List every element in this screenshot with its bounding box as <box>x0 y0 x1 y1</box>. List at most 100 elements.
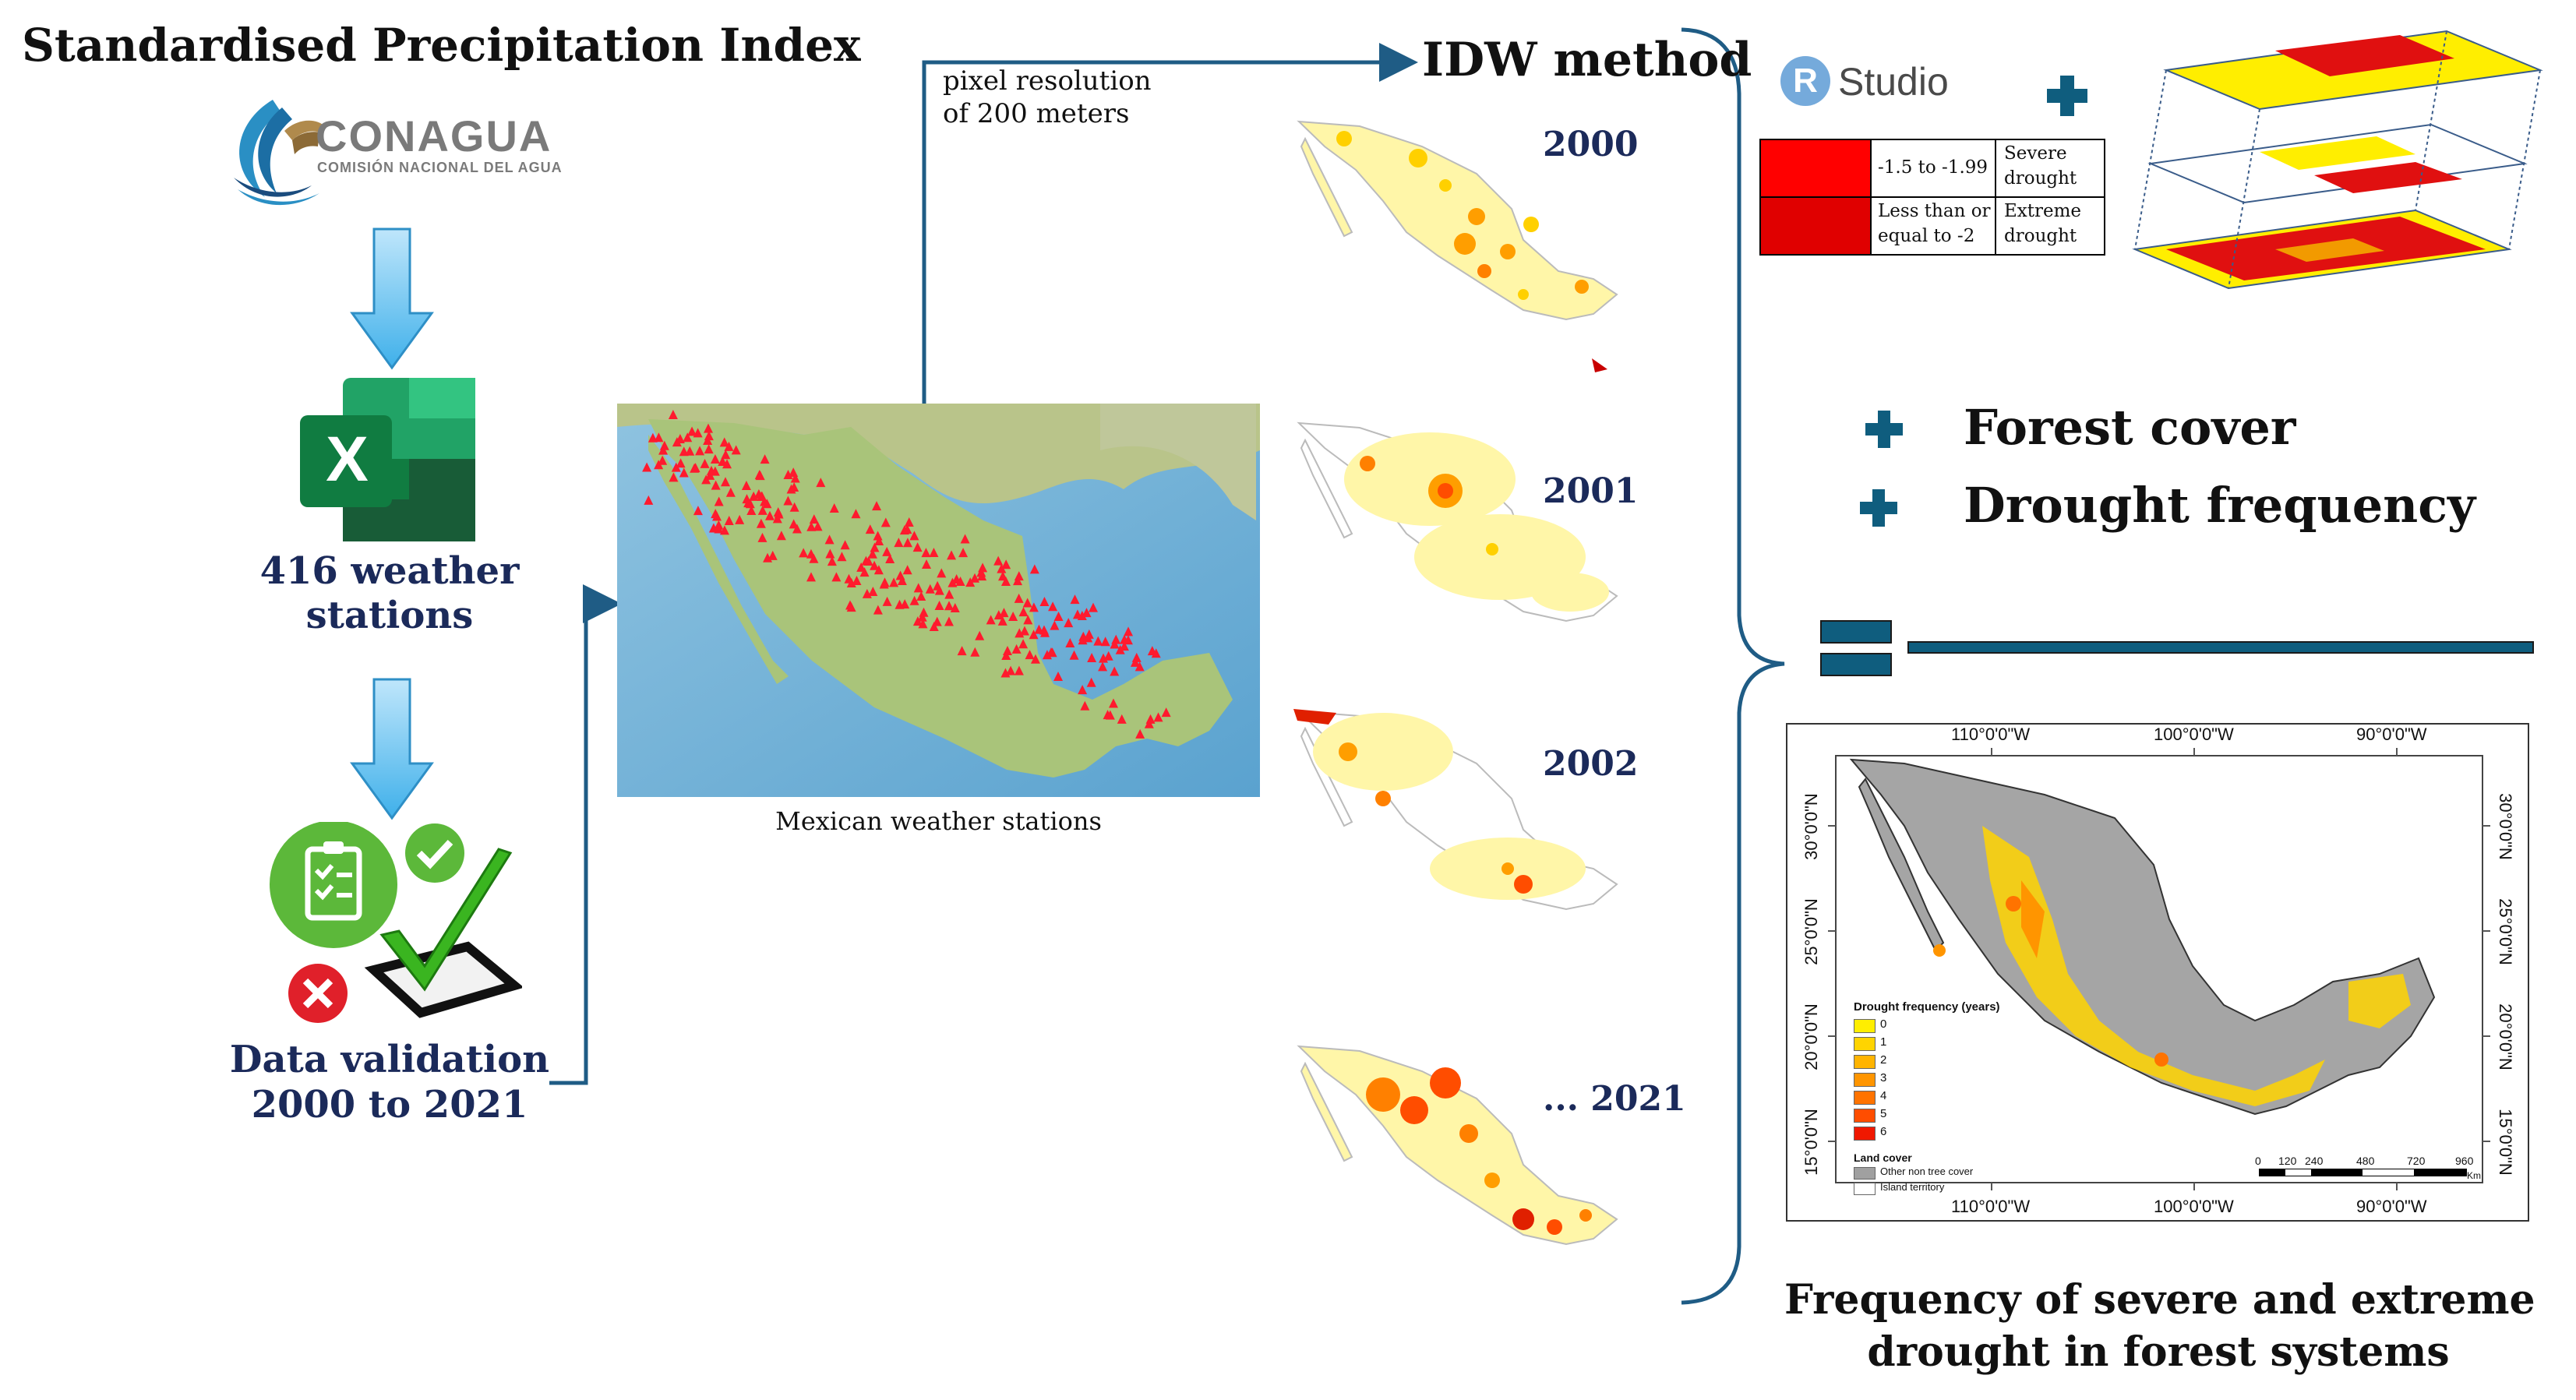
station-marker-icon <box>712 511 722 521</box>
station-marker-icon <box>668 410 678 420</box>
station-marker-icon <box>809 514 819 524</box>
top-tick-label: 90°0'0"W <box>2356 725 2427 744</box>
station-marker-icon <box>1029 564 1039 574</box>
station-marker-icon <box>790 473 800 483</box>
legend-swatch <box>1854 1019 1876 1033</box>
station-marker-icon <box>1080 700 1090 711</box>
station-marker-icon <box>1151 648 1161 658</box>
conagua-logo <box>218 84 577 209</box>
station-marker-icon <box>783 495 793 506</box>
station-marker-icon <box>718 457 728 467</box>
down-arrow-icon <box>350 227 434 370</box>
legend-item: 5 <box>1854 1107 2010 1123</box>
land-cover-item: Island territory <box>1854 1181 2025 1195</box>
station-marker-icon <box>902 538 912 548</box>
station-marker-icon <box>1014 665 1024 675</box>
station-marker-icon <box>873 605 883 615</box>
station-marker-icon <box>1088 602 1098 612</box>
validation-icon-group <box>270 822 522 1023</box>
station-marker-icon <box>986 615 996 625</box>
spi-range-extreme-2: equal to -2 <box>1878 226 1975 246</box>
r-letter-icon: R <box>1780 56 1830 106</box>
station-marker-icon <box>693 506 703 516</box>
legend-item: 0 <box>1854 1017 2010 1033</box>
raster-layer-top <box>2163 30 2543 111</box>
station-marker-icon <box>1093 636 1103 646</box>
rstudio-logo: R Studio <box>1780 56 1983 111</box>
station-marker-icon <box>909 531 919 541</box>
station-markers <box>642 410 1171 739</box>
station-marker-icon <box>724 441 734 451</box>
station-marker-icon <box>687 426 697 436</box>
spi-class-extreme-1: Extreme <box>2004 201 2082 221</box>
station-marker-icon <box>679 467 689 478</box>
station-marker-icon <box>1110 639 1120 649</box>
station-marker-icon <box>789 482 799 492</box>
scale-label: 0 <box>2255 1155 2261 1167</box>
raster-layer-middle <box>2147 123 2528 204</box>
station-marker-icon <box>870 542 880 552</box>
station-marker-icon <box>1000 576 1011 586</box>
station-marker-icon <box>676 458 686 468</box>
station-marker-icon <box>1103 651 1113 661</box>
legend-label: 2 <box>1880 1053 1887 1067</box>
spi-class-severe-2: drought <box>2004 168 2077 189</box>
equals-icon <box>1820 620 1892 676</box>
station-marker-icon <box>1034 624 1044 634</box>
connector-validation-to-map <box>549 584 622 1085</box>
station-marker-icon <box>1053 671 1064 681</box>
station-marker-icon <box>721 450 731 460</box>
station-marker-icon <box>970 647 980 657</box>
station-marker-icon <box>1070 594 1080 605</box>
station-marker-icon <box>882 546 892 556</box>
station-marker-icon <box>757 491 767 501</box>
station-marker-icon <box>719 437 729 447</box>
station-marker-icon <box>929 548 939 558</box>
station-marker-icon <box>1014 593 1024 603</box>
station-marker-icon <box>1134 661 1145 672</box>
lat-tick-label: 20°0'0"N <box>1801 1003 1821 1070</box>
station-marker-icon <box>874 535 884 545</box>
station-marker-icon <box>917 612 927 622</box>
page-title: Standardised Precipitation Index <box>22 19 861 72</box>
station-marker-icon <box>714 496 724 506</box>
station-marker-icon <box>809 553 819 563</box>
legend-label: 6 <box>1880 1125 1887 1138</box>
station-marker-icon <box>913 583 923 593</box>
station-marker-icon <box>1135 728 1145 739</box>
station-marker-icon <box>955 576 965 586</box>
station-marker-icon <box>1008 611 1018 621</box>
station-marker-icon <box>873 565 884 575</box>
station-marker-icon <box>922 559 932 569</box>
scale-label: 720 <box>2407 1155 2426 1167</box>
result-caption-1: Frequency of severe and extreme <box>1784 1276 2535 1324</box>
plus-icon <box>1865 411 1903 448</box>
check-badge-icon <box>405 823 464 883</box>
legend-label: 4 <box>1880 1089 1887 1102</box>
station-marker-icon <box>724 515 734 525</box>
station-marker-icon <box>904 517 914 527</box>
result-caption-2: drought in forest systems <box>1867 1328 2450 1376</box>
station-marker-icon <box>1103 710 1113 720</box>
station-marker-icon <box>658 445 669 455</box>
lat-tick-label: 25°0'0"N <box>1801 898 1821 965</box>
station-marker-icon <box>695 446 705 456</box>
station-marker-icon <box>902 524 912 534</box>
station-marker-icon <box>776 531 786 541</box>
station-marker-icon <box>947 577 958 587</box>
station-marker-icon <box>1086 677 1096 687</box>
legend-swatch <box>1854 1109 1876 1123</box>
legend-title: Drought frequency (years) <box>1854 1000 2000 1014</box>
station-marker-icon <box>925 584 935 594</box>
resolution-note-2: of 200 meters <box>943 98 1130 129</box>
station-marker-icon <box>1019 626 1029 636</box>
station-marker-icon <box>703 423 713 433</box>
lat-tick-label: 30°0'0"N <box>2496 793 2515 860</box>
station-marker-icon <box>789 502 799 512</box>
station-marker-icon <box>813 521 823 531</box>
station-marker-icon <box>1120 634 1130 644</box>
station-marker-icon <box>1040 627 1050 637</box>
station-marker-icon <box>937 568 947 578</box>
conagua-emblem-icon <box>234 100 326 206</box>
station-marker-icon <box>916 591 926 601</box>
